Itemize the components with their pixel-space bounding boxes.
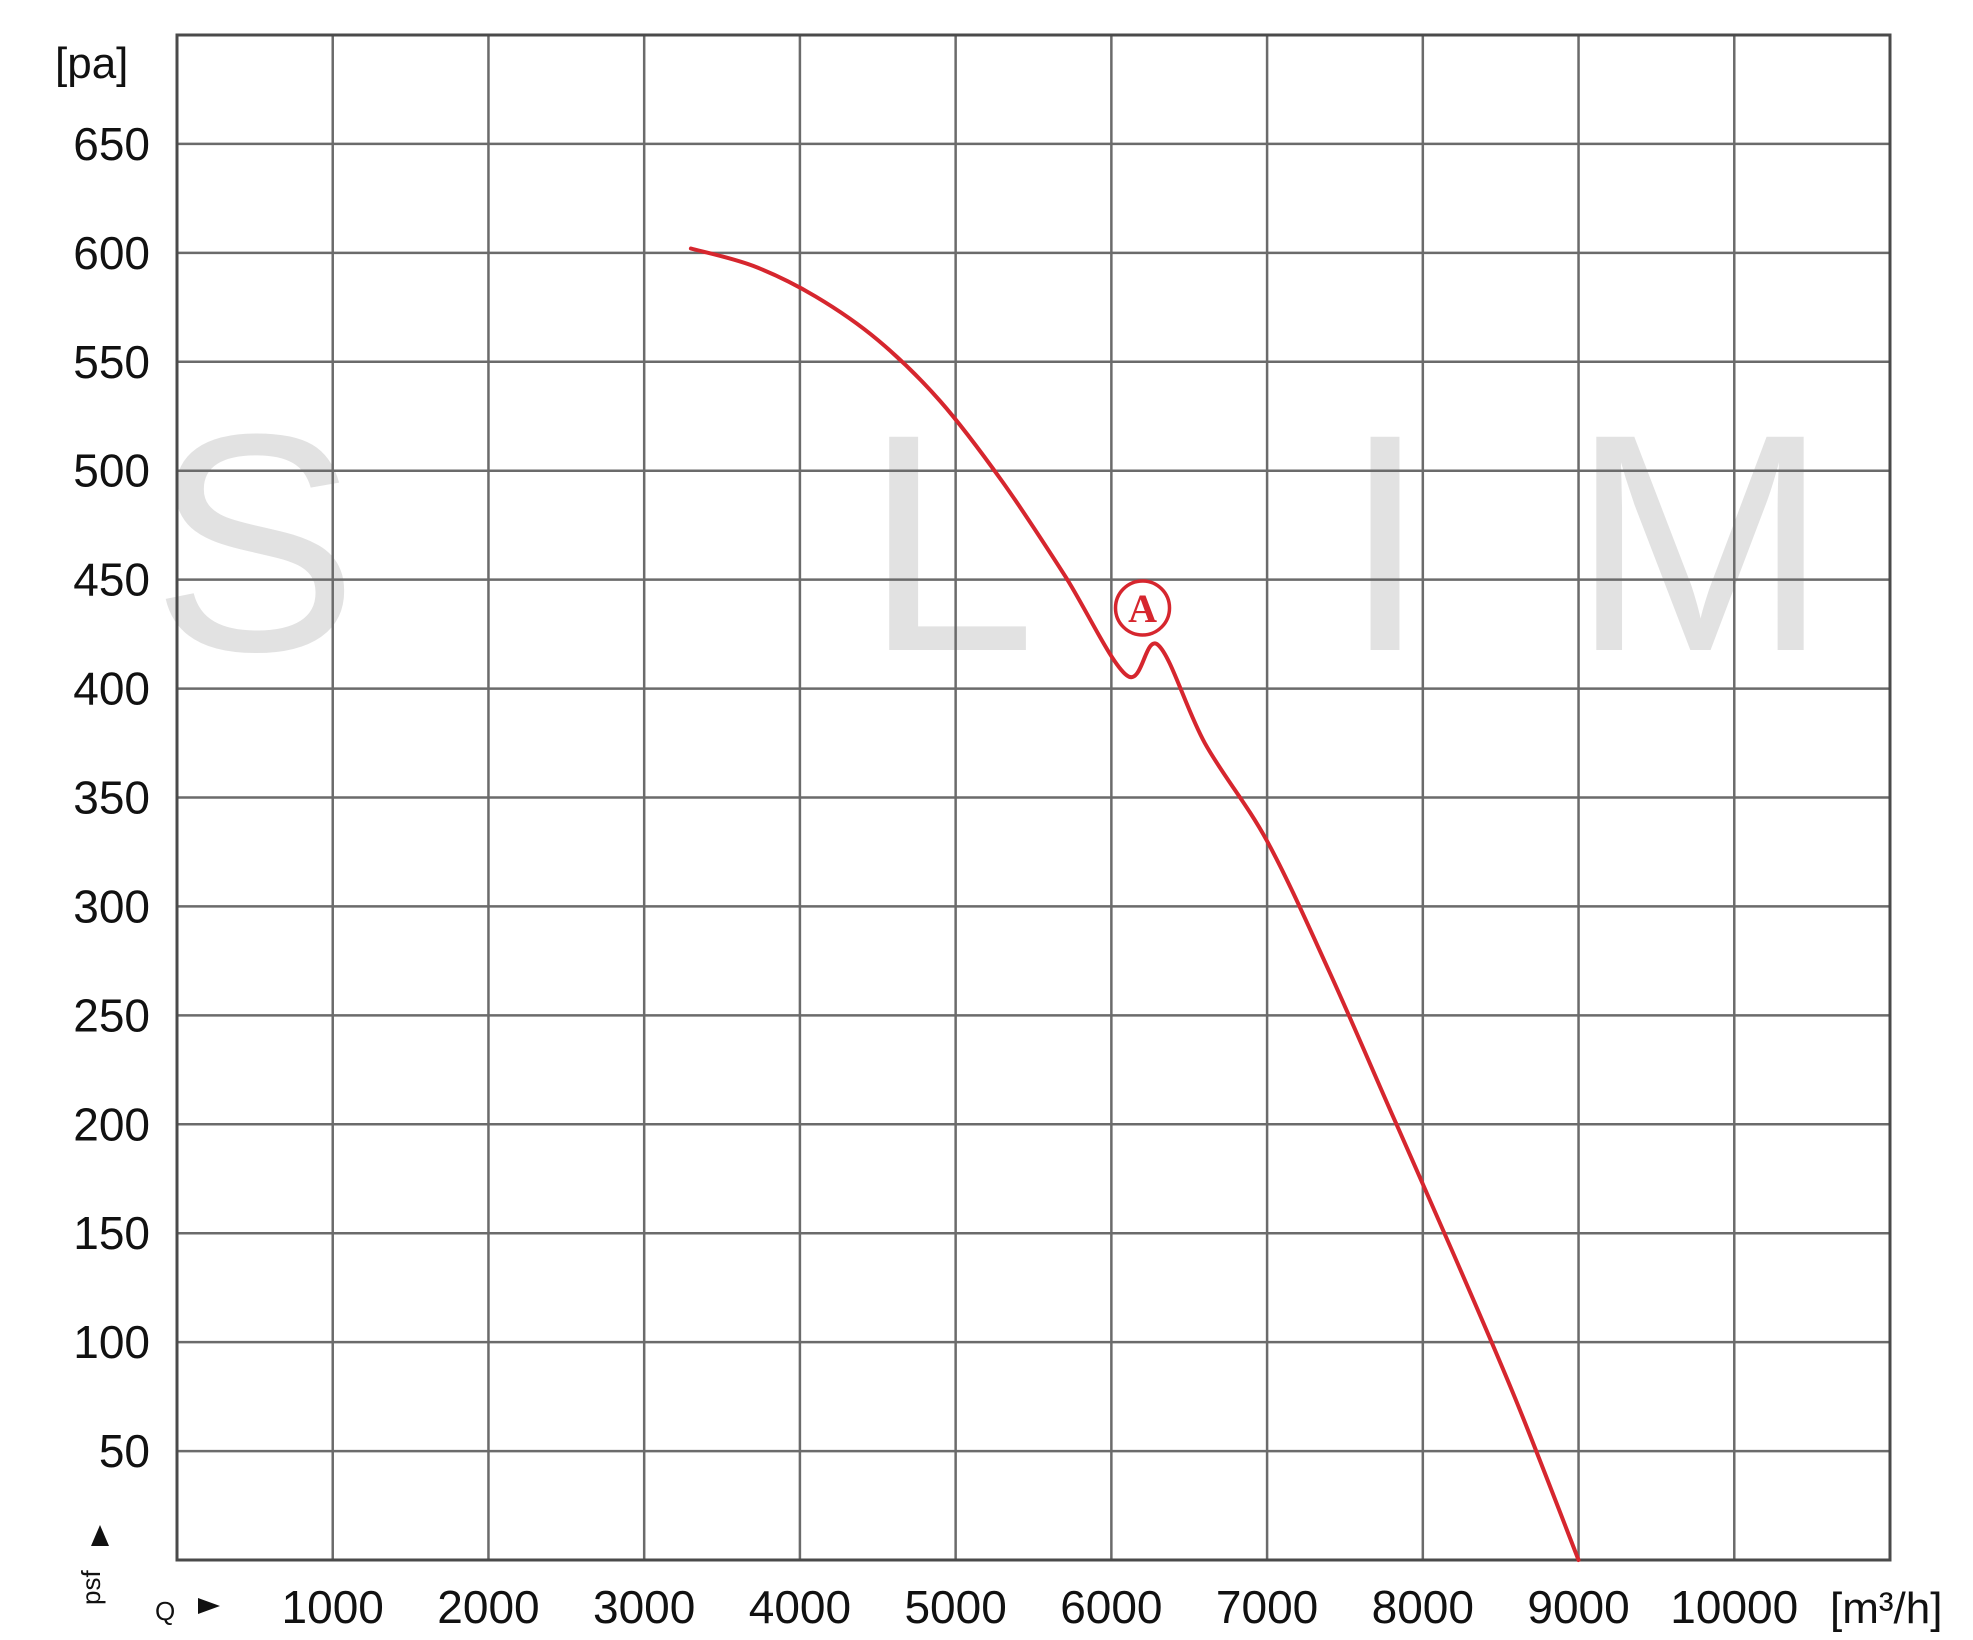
series-line [688, 246, 1581, 1562]
y-tick-label: 650 [73, 118, 150, 170]
watermark-letter: S [152, 369, 359, 716]
annotation-circle-icon [1113, 579, 1172, 637]
x-tick-label: 9000 [1527, 1581, 1629, 1633]
y-tick-label: 500 [73, 445, 150, 497]
x-axis-label: Q [155, 1596, 175, 1626]
x-tick-label: 10000 [1670, 1581, 1798, 1633]
y-axis-arrow-icon [91, 1525, 109, 1546]
tick-labels: 50 100 150 200 250 300 350 400 450 500 550 600 650 10… [73, 118, 1798, 1633]
plot-frame [175, 33, 1892, 1562]
y-tick-label: 400 [73, 663, 150, 715]
x-tick-label: 3000 [593, 1581, 695, 1633]
series-layer [688, 246, 1581, 1562]
x-axis-arrow-icon [198, 1598, 220, 1614]
annotation-label: A [1128, 586, 1157, 631]
x-tick-label: 6000 [1060, 1581, 1162, 1633]
y-tick-label: 250 [73, 989, 150, 1041]
x-tick-label: 8000 [1372, 1581, 1474, 1633]
y-tick-label: 600 [73, 227, 150, 279]
x-tick-label: 2000 [437, 1581, 539, 1633]
x-axis-unit-label: [m³/h] [1830, 1584, 1942, 1633]
x-tick-label: 1000 [282, 1581, 384, 1633]
y-tick-label: 150 [73, 1207, 150, 1259]
y-tick-label: 200 [73, 1098, 150, 1150]
y-tick-label: 550 [73, 336, 150, 388]
annotations: A [1113, 579, 1172, 637]
y-tick-label: 300 [73, 880, 150, 932]
y-tick-label: 100 [73, 1316, 150, 1368]
y-axis-arrow-label: psf [76, 1525, 109, 1605]
y-axis-label: psf [76, 1570, 106, 1605]
grid [175, 33, 1892, 1562]
watermark-letter: M [1571, 369, 1829, 716]
y-tick-label: 350 [73, 772, 150, 824]
y-axis-unit-label: [pa] [55, 39, 128, 88]
y-tick-label: 450 [73, 554, 150, 606]
x-tick-label: 5000 [904, 1581, 1006, 1633]
x-tick-label: 4000 [749, 1581, 851, 1633]
y-tick-label: 50 [99, 1425, 150, 1477]
annotation-marker: A [1113, 579, 1172, 637]
x-tick-label: 7000 [1216, 1581, 1318, 1633]
x-axis-arrow-label: Q [155, 1596, 220, 1626]
watermark-letter: L [864, 369, 1036, 716]
watermark-letter: I [1342, 369, 1428, 716]
